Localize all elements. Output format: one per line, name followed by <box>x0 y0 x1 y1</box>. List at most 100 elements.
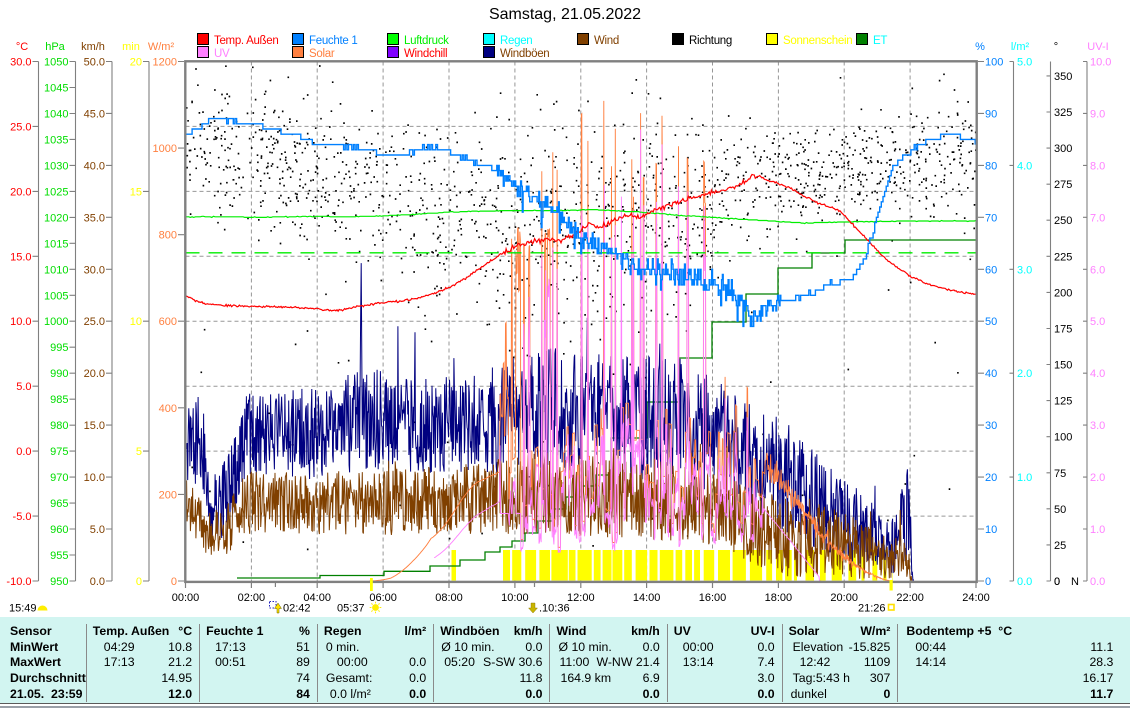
svg-text:15.0: 15.0 <box>84 420 105 432</box>
svg-text:400: 400 <box>159 403 177 415</box>
svg-text:30.0: 30.0 <box>84 264 105 276</box>
svg-text:1030: 1030 <box>44 160 68 172</box>
svg-text:175: 175 <box>1054 324 1072 336</box>
svg-text:40: 40 <box>985 368 997 380</box>
svg-text:3.0: 3.0 <box>1017 264 1032 276</box>
svg-text:°: ° <box>1054 41 1058 53</box>
svg-text:10.0: 10.0 <box>84 472 105 484</box>
svg-text:0: 0 <box>171 576 177 588</box>
svg-text:20.0: 20.0 <box>84 368 105 380</box>
svg-text:1.0: 1.0 <box>1090 524 1105 536</box>
svg-text:20: 20 <box>985 472 997 484</box>
svg-text:0.0: 0.0 <box>16 446 31 458</box>
svg-text:10.0: 10.0 <box>1090 57 1111 69</box>
svg-text:1200: 1200 <box>153 57 177 69</box>
svg-text:1050: 1050 <box>44 57 68 69</box>
svg-text:275: 275 <box>1054 179 1072 191</box>
svg-text:0: 0 <box>1054 576 1060 588</box>
svg-text:325: 325 <box>1054 107 1072 119</box>
svg-text:9.0: 9.0 <box>1090 108 1105 120</box>
svg-text:4.0: 4.0 <box>1017 160 1032 172</box>
svg-text:°C: °C <box>16 41 28 53</box>
svg-text:35.0: 35.0 <box>84 212 105 224</box>
svg-text:3.0: 3.0 <box>1090 420 1105 432</box>
svg-text:1040: 1040 <box>44 109 68 121</box>
svg-text:980: 980 <box>50 420 68 432</box>
svg-text:75: 75 <box>1054 468 1066 480</box>
svg-text:8.0: 8.0 <box>1090 160 1105 172</box>
svg-text:200: 200 <box>1054 287 1072 299</box>
svg-text:995: 995 <box>50 342 68 354</box>
svg-text:min: min <box>122 41 140 53</box>
svg-text:hPa: hPa <box>45 41 65 53</box>
svg-text:0.0: 0.0 <box>1090 576 1105 588</box>
svg-text:100: 100 <box>985 57 1003 69</box>
svg-text:2.0: 2.0 <box>1090 472 1105 484</box>
svg-text:1000: 1000 <box>44 316 68 328</box>
svg-text:0: 0 <box>136 576 142 588</box>
svg-text:1.0: 1.0 <box>1017 472 1032 484</box>
svg-text:18:00: 18:00 <box>765 592 793 604</box>
svg-text:08:00: 08:00 <box>435 592 463 604</box>
svg-text:600: 600 <box>159 316 177 328</box>
svg-text:80: 80 <box>985 160 997 172</box>
svg-text:5.0: 5.0 <box>90 524 105 536</box>
svg-text:990: 990 <box>50 368 68 380</box>
svg-text:20.0: 20.0 <box>10 186 31 198</box>
svg-text:100: 100 <box>1054 432 1072 444</box>
svg-text:02:00: 02:00 <box>238 592 266 604</box>
svg-text:km/h: km/h <box>81 41 105 53</box>
svg-text:0: 0 <box>1054 576 1060 588</box>
svg-text:30.0: 30.0 <box>10 57 31 69</box>
svg-text:0.0: 0.0 <box>1017 576 1032 588</box>
svg-text:30: 30 <box>985 420 997 432</box>
svg-text:05:37: 05:37 <box>337 603 365 615</box>
svg-text:21:26: 21:26 <box>858 603 886 615</box>
svg-text:10:00: 10:00 <box>501 592 529 604</box>
svg-text:4.0: 4.0 <box>1090 368 1105 380</box>
svg-text:10: 10 <box>130 316 142 328</box>
svg-text:1005: 1005 <box>44 290 68 302</box>
svg-text:1020: 1020 <box>44 212 68 224</box>
svg-text:25.0: 25.0 <box>84 316 105 328</box>
svg-text:15.0: 15.0 <box>10 251 31 263</box>
svg-text:300: 300 <box>1054 143 1072 155</box>
svg-text:15:49: 15:49 <box>9 603 37 615</box>
svg-text:%: % <box>975 41 985 53</box>
svg-text:0.0: 0.0 <box>90 576 105 588</box>
svg-text:16:00: 16:00 <box>699 592 727 604</box>
svg-text:975: 975 <box>50 446 68 458</box>
svg-text:1010: 1010 <box>44 264 68 276</box>
svg-text:5.0: 5.0 <box>1017 57 1032 69</box>
svg-text:1045: 1045 <box>44 83 68 95</box>
svg-text:-10.0: -10.0 <box>6 576 31 588</box>
svg-text:06:00: 06:00 <box>369 592 397 604</box>
svg-text:UV-I: UV-I <box>1087 41 1108 53</box>
svg-text:5.0: 5.0 <box>1090 316 1105 328</box>
svg-text:15: 15 <box>130 186 142 198</box>
svg-text:6.0: 6.0 <box>1090 264 1105 276</box>
svg-text:02:42: 02:42 <box>283 603 311 615</box>
svg-text:965: 965 <box>50 498 68 510</box>
svg-text:950: 950 <box>50 576 68 588</box>
svg-text:1015: 1015 <box>44 238 68 250</box>
svg-text:200: 200 <box>159 489 177 501</box>
svg-text:25: 25 <box>1054 540 1066 552</box>
svg-text:14:00: 14:00 <box>633 592 661 604</box>
svg-text:.10:36: .10:36 <box>539 603 570 615</box>
svg-text:225: 225 <box>1054 251 1072 263</box>
svg-text:40.0: 40.0 <box>84 160 105 172</box>
svg-text:250: 250 <box>1054 215 1072 227</box>
svg-text:10.0: 10.0 <box>10 316 31 328</box>
svg-text:7.0: 7.0 <box>1090 212 1105 224</box>
svg-text:20:00: 20:00 <box>830 592 858 604</box>
svg-text:12:00: 12:00 <box>567 592 595 604</box>
svg-text:955: 955 <box>50 550 68 562</box>
svg-text:l/m²: l/m² <box>1011 41 1030 53</box>
svg-text:45.0: 45.0 <box>84 108 105 120</box>
svg-text:10: 10 <box>985 524 997 536</box>
svg-text:25.0: 25.0 <box>10 121 31 133</box>
svg-text:20: 20 <box>130 57 142 69</box>
svg-text:50.0: 50.0 <box>84 57 105 69</box>
svg-text:70: 70 <box>985 212 997 224</box>
